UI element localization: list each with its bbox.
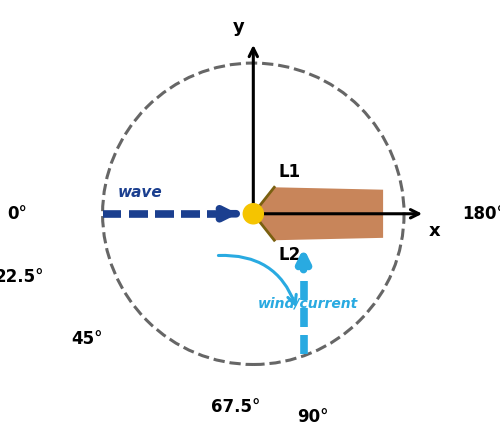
Text: 180°: 180° (462, 205, 500, 223)
Text: wind/current: wind/current (258, 297, 358, 311)
Text: L1: L1 (278, 163, 300, 181)
Text: 45°: 45° (71, 330, 102, 348)
Text: wave: wave (117, 185, 162, 200)
Polygon shape (254, 187, 383, 240)
Text: 22.5°: 22.5° (0, 268, 44, 286)
Text: 67.5°: 67.5° (212, 398, 261, 416)
Text: 90°: 90° (298, 409, 329, 427)
Circle shape (244, 204, 264, 224)
Text: 0°: 0° (8, 205, 27, 223)
Text: x: x (429, 222, 441, 240)
Text: y: y (233, 18, 245, 36)
Text: L2: L2 (278, 246, 300, 264)
